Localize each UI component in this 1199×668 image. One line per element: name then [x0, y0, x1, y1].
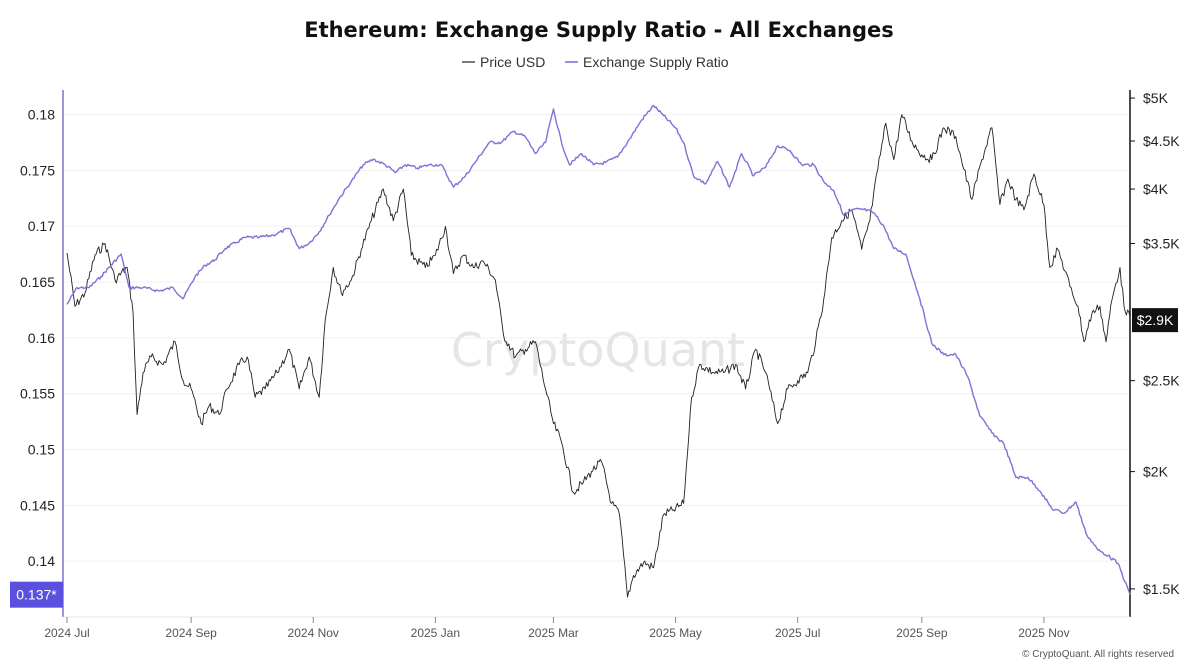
current-ratio-badge — [10, 581, 63, 608]
x-axis: 2024 Jul 2024 Sep 2024 Nov 2025 Jan 2025 Mar… — [44, 616, 1130, 640]
grid — [63, 114, 1130, 562]
watermark: CryptoQuant — [451, 323, 745, 377]
y-right-axis: $5K $4.5K $4K $3.5K $2.5K $2K $1.5K — [1129, 90, 1180, 617]
y-left-tick-label: 0.16 — [28, 330, 55, 346]
current-price-badge — [1132, 308, 1178, 333]
x-tick-label: 2024 Jul — [44, 626, 89, 640]
legend-price-label[interactable]: Price USD — [480, 54, 545, 70]
current-value-badges: 0.137* $2.9K — [10, 308, 1178, 608]
x-tick-label: 2024 Sep — [165, 626, 217, 640]
legend-ratio-label[interactable]: Exchange Supply Ratio — [583, 54, 729, 70]
x-tick-label: 2024 Nov — [288, 626, 339, 640]
y-left-tick-label: 0.155 — [20, 386, 55, 402]
y-right-tick-label: $2.5K — [1143, 373, 1180, 389]
copyright-credit: © CryptoQuant. All rights reserved — [1022, 649, 1174, 660]
current-ratio-label: 0.137* — [16, 587, 57, 603]
legend: Price USD Exchange Supply Ratio — [462, 54, 729, 70]
y-left-tick-label: 0.15 — [28, 442, 55, 458]
x-tick-label: 2025 Mar — [528, 626, 579, 640]
y-left-tick-label: 0.14 — [28, 553, 55, 569]
y-left-tick-label: 0.18 — [28, 107, 55, 123]
y-left-tick-label: 0.17 — [28, 218, 55, 234]
y-right-tick-label: $1.5K — [1143, 581, 1180, 597]
series-price-usd-line — [66, 114, 1131, 598]
x-tick-label: 2025 Jul — [775, 626, 820, 640]
y-left-tick-label: 0.175 — [20, 162, 55, 178]
chart-title: Ethereum: Exchange Supply Ratio - All Ex… — [304, 18, 894, 42]
y-left-axis: 0.18 0.175 0.17 0.165 0.16 0.155 0.15 0.145 0.14 — [20, 90, 64, 617]
series-layer — [66, 104, 1131, 598]
x-tick-label: 2025 Sep — [896, 626, 948, 640]
y-left-tick-label: 0.145 — [20, 497, 55, 513]
y-right-tick-label: $5K — [1143, 90, 1169, 106]
y-right-tick-label: $2K — [1143, 464, 1169, 480]
y-left-tick-label: 0.165 — [20, 274, 55, 290]
current-price-label: $2.9K — [1137, 312, 1174, 328]
x-tick-label: 2025 May — [649, 626, 702, 640]
series-exchange-supply-ratio-line — [66, 104, 1131, 595]
x-tick-label: 2025 Jan — [411, 626, 460, 640]
x-tick-label: 2025 Nov — [1018, 626, 1069, 640]
y-right-tick-label: $3.5K — [1143, 235, 1180, 251]
y-right-tick-label: $4.5K — [1143, 133, 1180, 149]
y-right-tick-label: $4K — [1143, 181, 1169, 197]
